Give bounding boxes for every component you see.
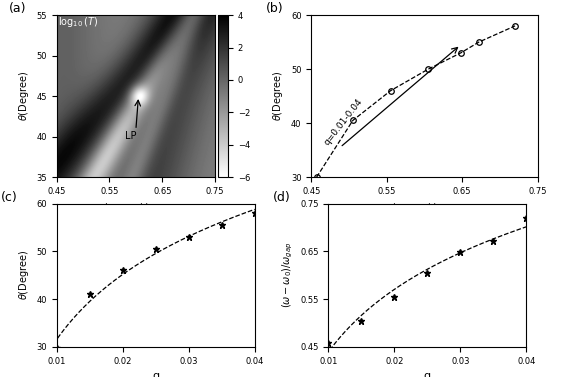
Text: (d): (d) (273, 191, 290, 204)
X-axis label: q: q (424, 371, 431, 377)
Y-axis label: $(\omega-\omega_0)/\omega_{gap}$: $(\omega-\omega_0)/\omega_{gap}$ (280, 242, 294, 308)
Text: (b): (b) (266, 2, 284, 15)
X-axis label: $(\omega-\omega_0)/\omega_{gap}$: $(\omega-\omega_0)/\omega_{gap}$ (391, 201, 458, 216)
X-axis label: q: q (152, 371, 159, 377)
Y-axis label: $\theta$(Degree): $\theta$(Degree) (17, 250, 31, 300)
Text: $\log_{10}(T)$: $\log_{10}(T)$ (58, 15, 98, 29)
Text: (a): (a) (9, 2, 27, 15)
Text: q=0.01-0.04: q=0.01-0.04 (323, 97, 365, 147)
X-axis label: $(\omega-\omega_0)/\omega_{gap}$: $(\omega-\omega_0)/\omega_{gap}$ (102, 201, 169, 216)
Text: LP: LP (125, 131, 137, 141)
Text: (c): (c) (1, 191, 18, 204)
Y-axis label: $\theta$(Degree): $\theta$(Degree) (272, 71, 285, 121)
Y-axis label: $\theta$(Degree): $\theta$(Degree) (17, 71, 31, 121)
